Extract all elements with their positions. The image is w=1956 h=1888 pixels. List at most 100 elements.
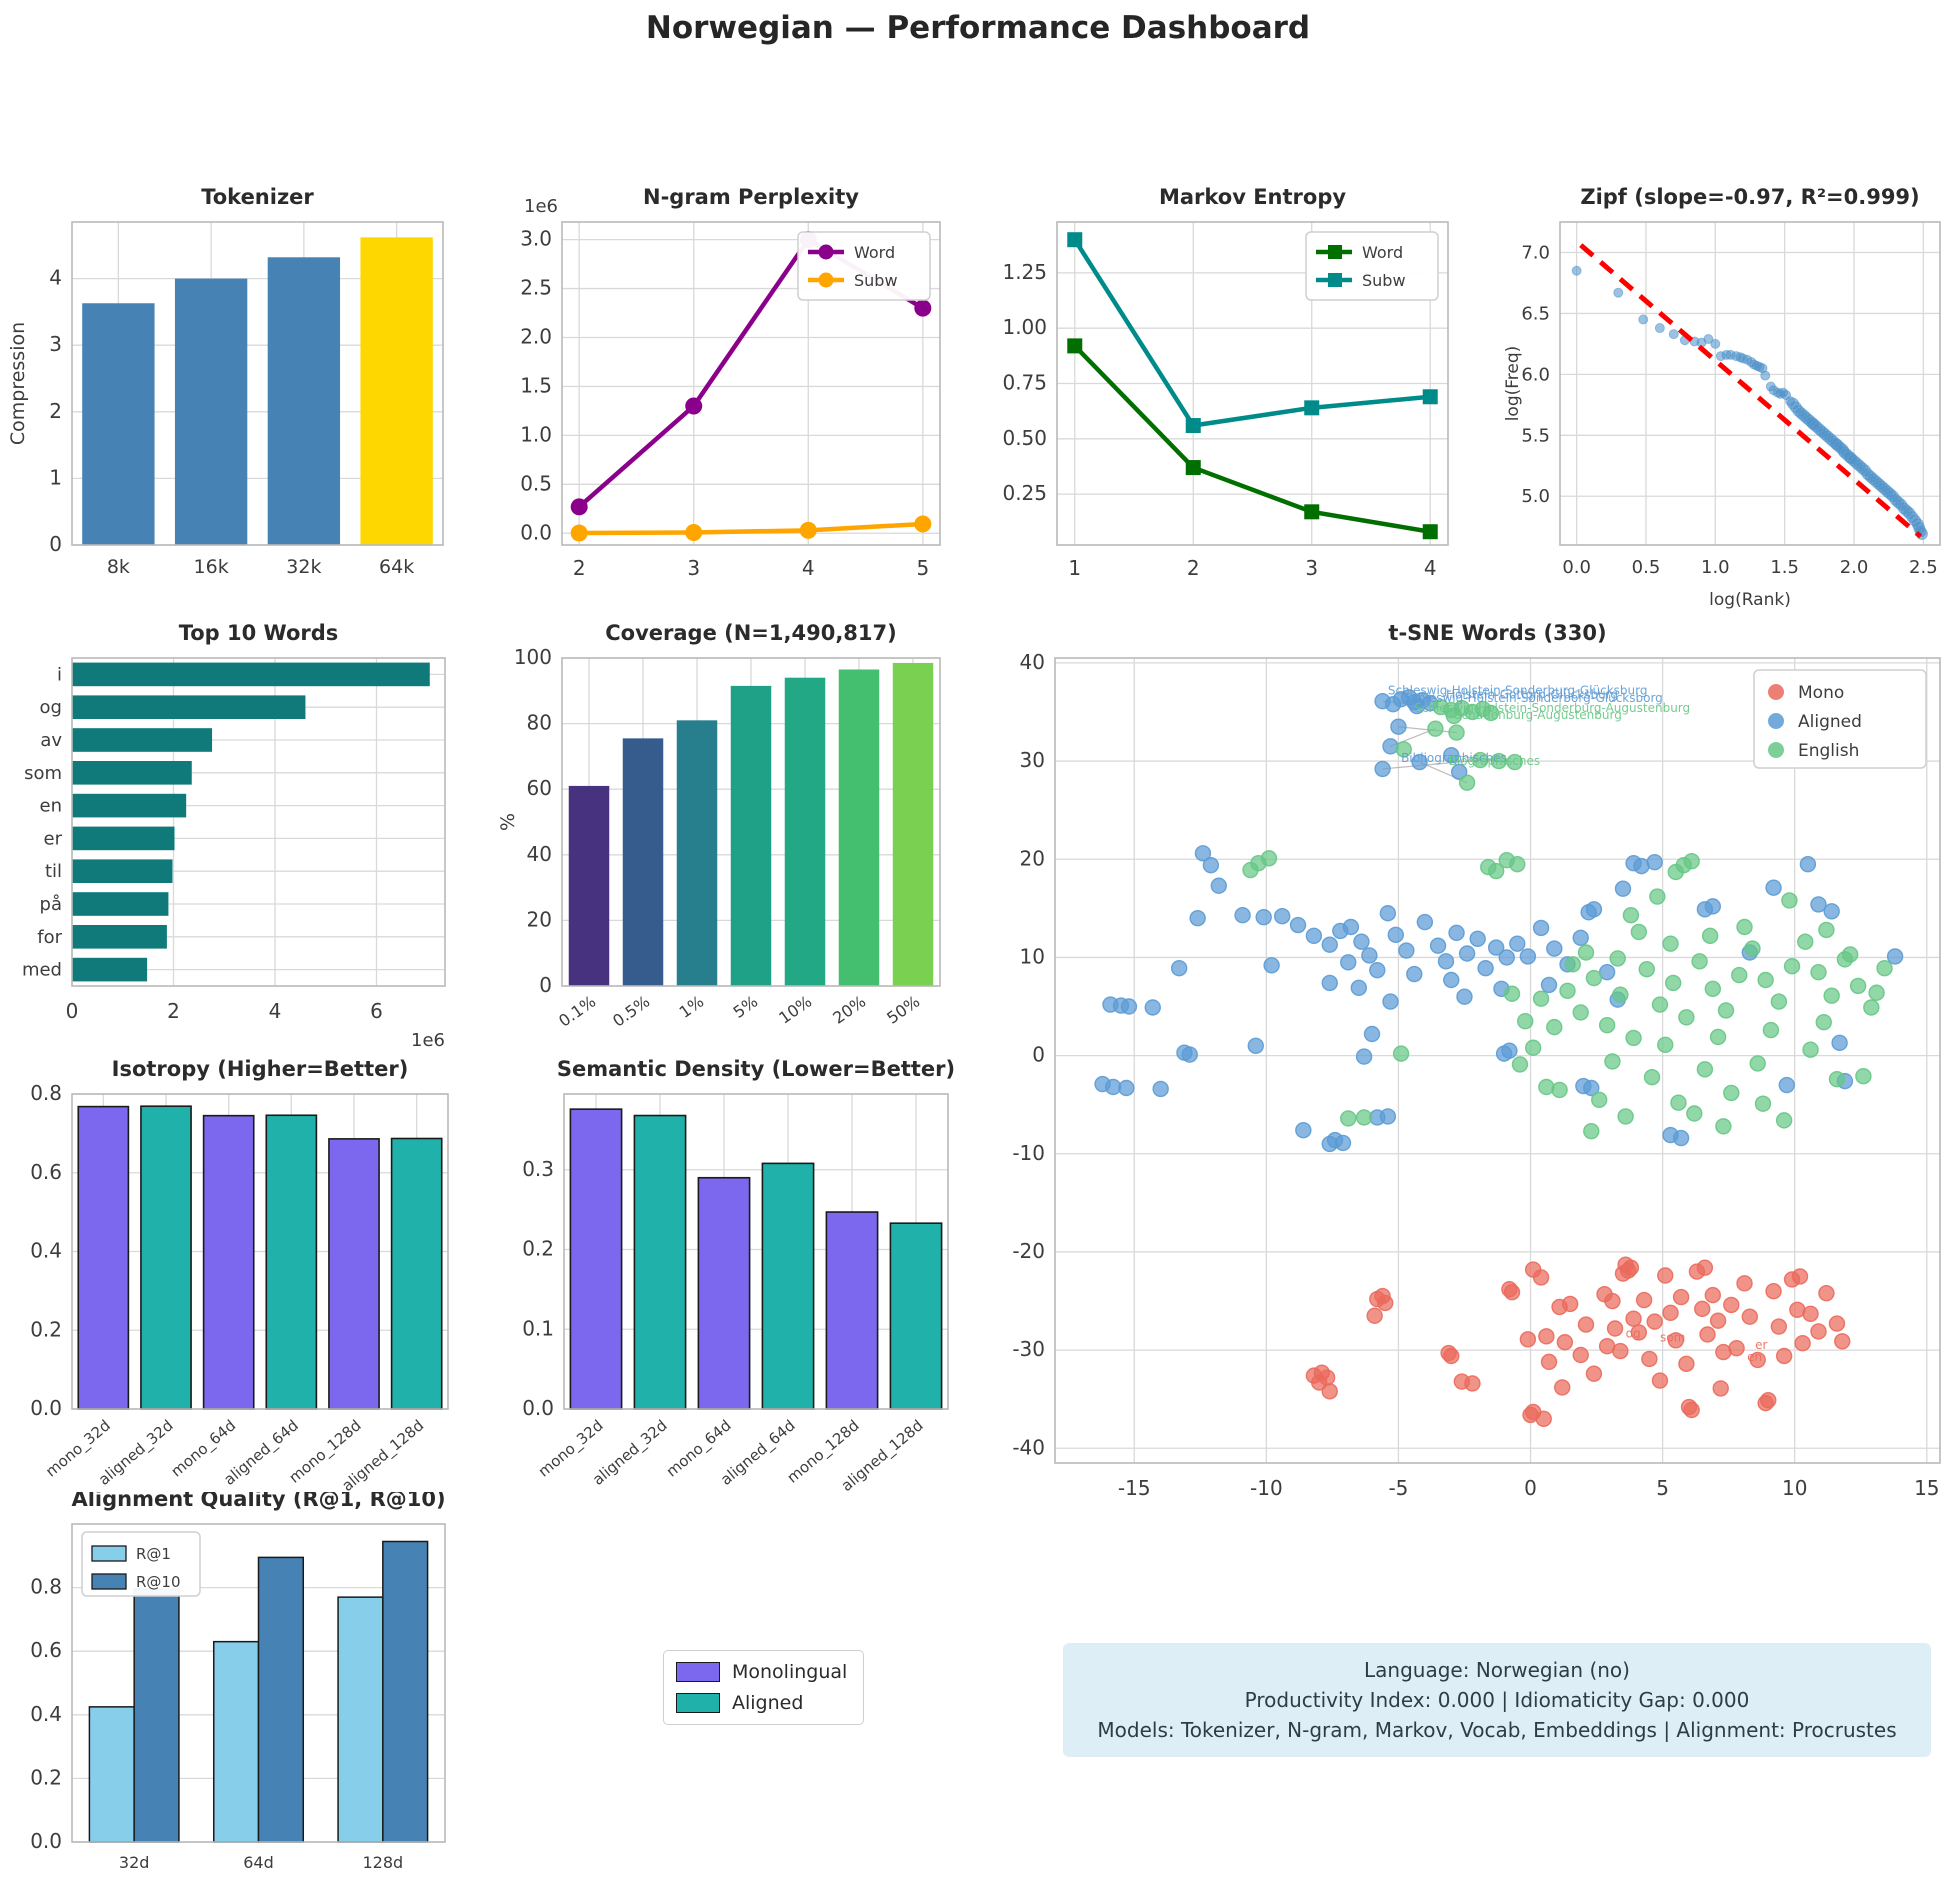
svg-text:6: 6: [370, 999, 383, 1023]
chart-isotropy: 0.0 0.2 0.4 0.6 0.8 mono_32d aligned_32d mono_6…: [10, 1052, 462, 1530]
svg-text:4: 4: [802, 556, 815, 580]
svg-text:60: 60: [527, 776, 552, 800]
svg-text:til: til: [45, 861, 62, 882]
svg-text:for: for: [37, 927, 62, 948]
svg-text:0.50: 0.50: [1002, 426, 1047, 450]
svg-text:log(Freq): log(Freq): [1503, 346, 1523, 422]
svg-text:0: 0: [1524, 1476, 1537, 1500]
svg-text:av: av: [40, 730, 62, 751]
svg-text:0.5: 0.5: [1632, 557, 1661, 578]
svg-text:Zipf (slope=-0.97, R²=0.999): Zipf (slope=-0.97, R²=0.999): [1580, 185, 1919, 209]
svg-text:t-SNE Words (330): t-SNE Words (330): [1388, 621, 1606, 645]
chart-tokenizer: 0 1 2 3 4 8k 16k 32k 64k Compression Tokenizer: [7, 150, 462, 610]
svg-text:3: 3: [49, 332, 62, 356]
svg-text:4: 4: [269, 999, 282, 1023]
svg-text:5: 5: [916, 556, 929, 580]
svg-text:-10: -10: [1012, 1141, 1045, 1165]
chart-zipf: 5.0 5.5 6.0 6.5 7.0 0.0 0.5 1.0 1.5 2.0 2.5 log(Ran…: [1498, 150, 1956, 638]
svg-text:2.5: 2.5: [1909, 557, 1938, 578]
svg-text:-15: -15: [1118, 1476, 1151, 1500]
svg-text:Word: Word: [854, 243, 895, 262]
info-line-indices: Productivity Index: 0.000 | Idiomaticity…: [1244, 1688, 1750, 1712]
markov-svg: 0.25 0.50 0.75 1.00 1.25 1 2 3 4 Word Subw Markov E…: [1002, 185, 1449, 580]
svg-text:Schleswig-Holstein-Sonderburg-: Schleswig-Holstein-Sonderburg-Glücksburg: [1388, 683, 1648, 697]
svg-text:Top 10 Words: Top 10 Words: [179, 622, 339, 645]
svg-text:R@1: R@1: [136, 1545, 171, 1563]
svg-text:Holstein-Gottorp-Glücksburg: Holstein-Gottorp-Glücksburg: [1446, 687, 1618, 701]
svg-text:3: 3: [687, 556, 700, 580]
svg-text:0.0: 0.0: [30, 1396, 62, 1420]
svg-text:64d: 64d: [243, 1853, 274, 1872]
svg-text:Word: Word: [1362, 243, 1403, 262]
svg-text:1e6: 1e6: [411, 1030, 445, 1051]
svg-text:er: er: [44, 828, 63, 849]
svg-text:7.0: 7.0: [1521, 242, 1550, 263]
svg-text:Alignment Quality (R@1, R@10): Alignment Quality (R@1, R@10): [71, 1492, 445, 1511]
svg-text:64k: 64k: [379, 556, 414, 578]
svg-text:2: 2: [49, 399, 62, 423]
monolingual-label: Monolingual: [732, 1661, 848, 1683]
ngram-svg: 0.0 0.5 1.0 1.5 2.0 2.5 3.0 2 3 4 5 1e6 Word Subw N-gr…: [520, 185, 941, 580]
svg-text:0: 0: [539, 973, 552, 997]
svg-text:0.3: 0.3: [522, 1157, 554, 1181]
svg-text:0.0: 0.0: [1562, 557, 1591, 578]
svg-text:i: i: [57, 664, 62, 685]
svg-text:Biographisches: Biographisches: [1449, 754, 1540, 768]
svg-text:1.25: 1.25: [1002, 260, 1047, 284]
chart-top-words: i og av som en er til på for med 0 2 4 6 1e6 Top 10 Wor…: [10, 621, 462, 1074]
svg-text:Isotropy (Higher=Better): Isotropy (Higher=Better): [112, 1057, 409, 1081]
svg-text:Schleswig-Holstein-Sonderburg-: Schleswig-Holstein-Sonderburg-Augustenbu…: [1414, 701, 1690, 715]
svg-text:Bibliographisches: Bibliographisches: [1401, 751, 1507, 765]
svg-text:3.0: 3.0: [520, 227, 552, 251]
svg-text:English: English: [1798, 741, 1859, 761]
svg-text:som: som: [1660, 1330, 1685, 1344]
svg-text:0.75: 0.75: [1002, 371, 1047, 395]
svg-text:med: med: [22, 960, 62, 981]
svg-text:0.2: 0.2: [522, 1237, 554, 1261]
svg-text:0.4: 0.4: [30, 1702, 62, 1726]
svg-text:40: 40: [527, 842, 552, 866]
svg-text:0.8: 0.8: [30, 1575, 62, 1599]
svg-text:Schauenburg-Augustenburg: Schauenburg-Augustenburg: [1454, 708, 1622, 722]
svg-text:10: 10: [1782, 1476, 1807, 1500]
svg-text:1: 1: [49, 465, 62, 489]
coverage-svg: 0 20 40 60 80 100 0.1% 0.5% 1% 5% 10% 20% 50%% Covera…: [497, 621, 941, 1031]
monolingual-swatch: [676, 1662, 720, 1682]
svg-text:Aligned: Aligned: [1798, 712, 1862, 732]
svg-text:0.4: 0.4: [30, 1239, 62, 1263]
svg-text:Markov Entropy: Markov Entropy: [1159, 185, 1346, 209]
svg-text:0: 0: [1032, 1043, 1045, 1067]
svg-text:1.5: 1.5: [1770, 557, 1799, 578]
chart-markov-entropy: 0.25 0.50 0.75 1.00 1.25 1 2 3 4 Word Subw Markov E…: [995, 150, 1465, 610]
svg-text:20: 20: [527, 907, 552, 931]
tsne-svg: Schleswig-Holstein-Sonderburg-Glücksburg…: [1012, 621, 1941, 1500]
svg-text:5%: 5%: [730, 992, 762, 1022]
isotropy-svg: 0.00.20.40.60.8mono_32daligned_32dmono_6…: [30, 1057, 449, 1496]
alignment-svg: 0.0 0.2 0.4 0.6 0.8 32d 64d 128d R@1 R@10 Alignmen…: [30, 1487, 446, 1872]
semdens-svg: 0.00.10.20.3mono_32daligned_32dmono_64da…: [522, 1057, 955, 1496]
svg-text:N-gram Perplexity: N-gram Perplexity: [643, 185, 859, 209]
legend-item-monolingual: Monolingual: [676, 1661, 847, 1683]
svg-text:2: 2: [573, 556, 586, 580]
svg-text:3: 3: [1305, 556, 1318, 580]
svg-text:10%: 10%: [775, 992, 815, 1028]
svg-text:-30: -30: [1012, 1337, 1045, 1361]
svg-text:Coverage (N=1,490,817): Coverage (N=1,490,817): [605, 622, 897, 645]
svg-text:2.0: 2.0: [520, 324, 552, 348]
tokenizer-svg: 0 1 2 3 4 8k 16k 32k 64k Compression Tokenizer: [7, 185, 444, 578]
svg-text:Mono: Mono: [1798, 683, 1844, 703]
svg-text:0.2: 0.2: [30, 1317, 62, 1341]
svg-text:-5: -5: [1388, 1476, 1408, 1500]
svg-text:0.1%: 0.1%: [555, 992, 599, 1031]
chart-ngram-perplexity: 0.0 0.5 1.0 1.5 2.0 2.5 3.0 2 3 4 5 1e6 Word Subw N-gr…: [470, 150, 962, 610]
svg-text:4: 4: [49, 266, 62, 290]
svg-text:0: 0: [66, 999, 79, 1023]
svg-text:-20: -20: [1012, 1239, 1045, 1263]
shared-legend: Monolingual Aligned: [663, 1650, 865, 1725]
zipf-svg: 5.0 5.5 6.0 6.5 7.0 0.0 0.5 1.0 1.5 2.0 2.5 log(Ran…: [1503, 185, 1941, 610]
svg-text:6.5: 6.5: [1521, 303, 1550, 324]
svg-text:og: og: [40, 697, 62, 718]
svg-text:15: 15: [1914, 1476, 1939, 1500]
svg-text:0: 0: [49, 532, 62, 556]
